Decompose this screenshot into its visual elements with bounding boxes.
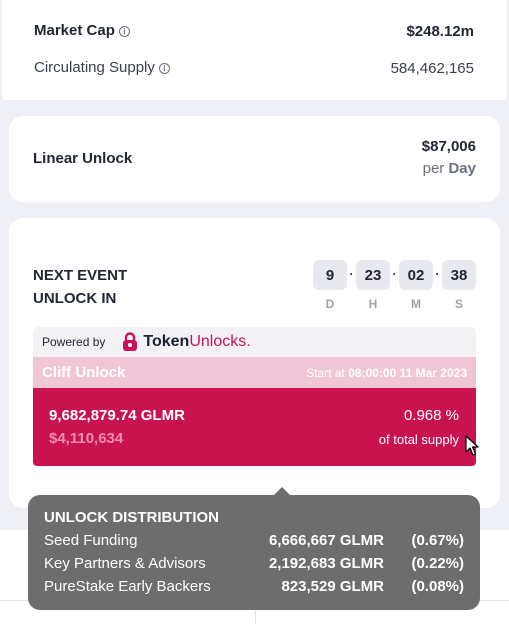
countdown-unit: D <box>325 297 335 311</box>
distribution-name: Key Partners & Advisors <box>44 555 206 572</box>
market-cap-label: Market Cap <box>34 22 115 39</box>
countdown-minutes: 02 M <box>399 260 433 311</box>
countdown-seconds: 38 S <box>442 260 476 311</box>
market-cap-value: $248.12m <box>406 22 474 40</box>
cliff-unlock-title: Cliff Unlock <box>42 364 126 381</box>
linear-unlock-period: per Day <box>422 160 476 177</box>
countdown-value: 23 <box>356 260 390 290</box>
token-stats-card: Market Cap i $248.12m Circulating Supply i… <box>2 0 507 100</box>
unlock-percent: 0.968 % <box>403 407 459 424</box>
next-event-card: NEXT EVENT UNLOCK IN 9 D · 23 H · 02 M ·… <box>9 218 500 508</box>
next-event-title: NEXT EVENT UNLOCK IN <box>33 264 127 310</box>
info-icon[interactable]: i <box>158 63 170 74</box>
circulating-label-wrap: Circulating Supply i <box>34 59 170 77</box>
powered-by-bar: Powered by TokenUnlocks. <box>33 327 476 357</box>
tooltip-title: UNLOCK DISTRIBUTION <box>44 509 219 526</box>
brand-accent: Unlocks. <box>189 333 251 350</box>
linear-unlock-label: Linear Unlock <box>33 150 133 167</box>
distribution-amount: 823,529 GLMR <box>281 578 384 595</box>
bottom-column-divider <box>255 600 256 624</box>
start-time: 08:00:00 11 Mar 2023 <box>348 365 467 380</box>
distribution-name: Seed Funding <box>44 532 138 549</box>
unlock-supply-label: of total supply <box>378 432 459 447</box>
countdown-unit: H <box>368 297 378 311</box>
countdown-separator: · <box>349 267 354 281</box>
cliff-unlock-details[interactable]: 9,682,879.74 GLMR $4,110,634 0.968 % of … <box>33 388 476 466</box>
linear-unlock-card: Linear Unlock $87,006 per Day <box>9 116 500 202</box>
countdown-value: 38 <box>442 260 476 290</box>
tokenunlocks-wordmark: TokenUnlocks. <box>143 333 250 351</box>
distribution-amount: 2,192,683 GLMR <box>268 555 384 572</box>
market-cap-row: Market Cap i $248.12m <box>34 22 474 40</box>
linear-unlock-amount: $87,006 <box>421 138 476 155</box>
linear-unlock-value: $87,006 per Day <box>422 138 476 177</box>
powered-by-label: Powered by <box>42 335 106 349</box>
distribution-percent: (0.67%) <box>411 532 464 549</box>
info-icon[interactable]: i <box>118 26 130 37</box>
mouse-pointer-icon <box>465 435 479 456</box>
cliff-unlock-header: Cliff Unlock Start at 08:00:00 11 Mar 20… <box>33 357 476 388</box>
distribution-percent: (0.08%) <box>411 578 464 595</box>
countdown-value: 9 <box>313 260 347 290</box>
distribution-percent: (0.22%) <box>411 555 464 572</box>
circulating-supply-row: Circulating Supply i 584,462,165 <box>34 59 474 77</box>
unlock-token-amount: 9,682,879.74 GLMR <box>49 407 185 424</box>
period-label: Day <box>448 160 476 177</box>
countdown-timer: 9 D · 23 H · 02 M · 38 S <box>313 260 476 311</box>
next-event-title-line2: UNLOCK IN <box>33 290 117 307</box>
unlock-usd-value: $4,110,634 <box>49 430 124 447</box>
start-prefix: Start at <box>306 365 345 380</box>
circulating-supply-label: Circulating Supply <box>34 59 155 76</box>
distribution-row: Seed Funding 6,666,667 GLMR (0.67%) <box>44 532 464 549</box>
per-label: per <box>422 160 445 177</box>
distribution-row: PureStake Early Backers 823,529 GLMR (0.… <box>44 578 464 595</box>
next-event-title-line1: NEXT EVENT <box>33 267 128 284</box>
tokenunlocks-logo[interactable]: TokenUnlocks. <box>121 332 251 352</box>
brand-main: Token <box>143 333 190 350</box>
distribution-amount: 6,666,667 GLMR <box>268 532 384 549</box>
distribution-row: Key Partners & Advisors 2,192,683 GLMR (… <box>44 555 464 572</box>
cliff-unlock-start: Start at 08:00:00 11 Mar 2023 <box>306 366 467 380</box>
countdown-hours: 23 H <box>356 260 390 311</box>
market-cap-label-wrap: Market Cap i <box>34 22 130 40</box>
tokenunlocks-lock-icon <box>123 332 138 351</box>
countdown-separator: · <box>392 267 397 281</box>
countdown-days: 9 D <box>313 260 347 311</box>
tooltip-arrow <box>274 487 290 495</box>
countdown-value: 02 <box>399 260 433 290</box>
circulating-supply-value: 584,462,165 <box>390 59 474 77</box>
unlock-distribution-tooltip: UNLOCK DISTRIBUTION Seed Funding 6,666,6… <box>28 487 480 610</box>
countdown-unit: S <box>454 297 463 311</box>
countdown-separator: · <box>435 267 440 281</box>
distribution-name: PureStake Early Backers <box>44 578 211 595</box>
countdown-unit: M <box>411 297 421 311</box>
